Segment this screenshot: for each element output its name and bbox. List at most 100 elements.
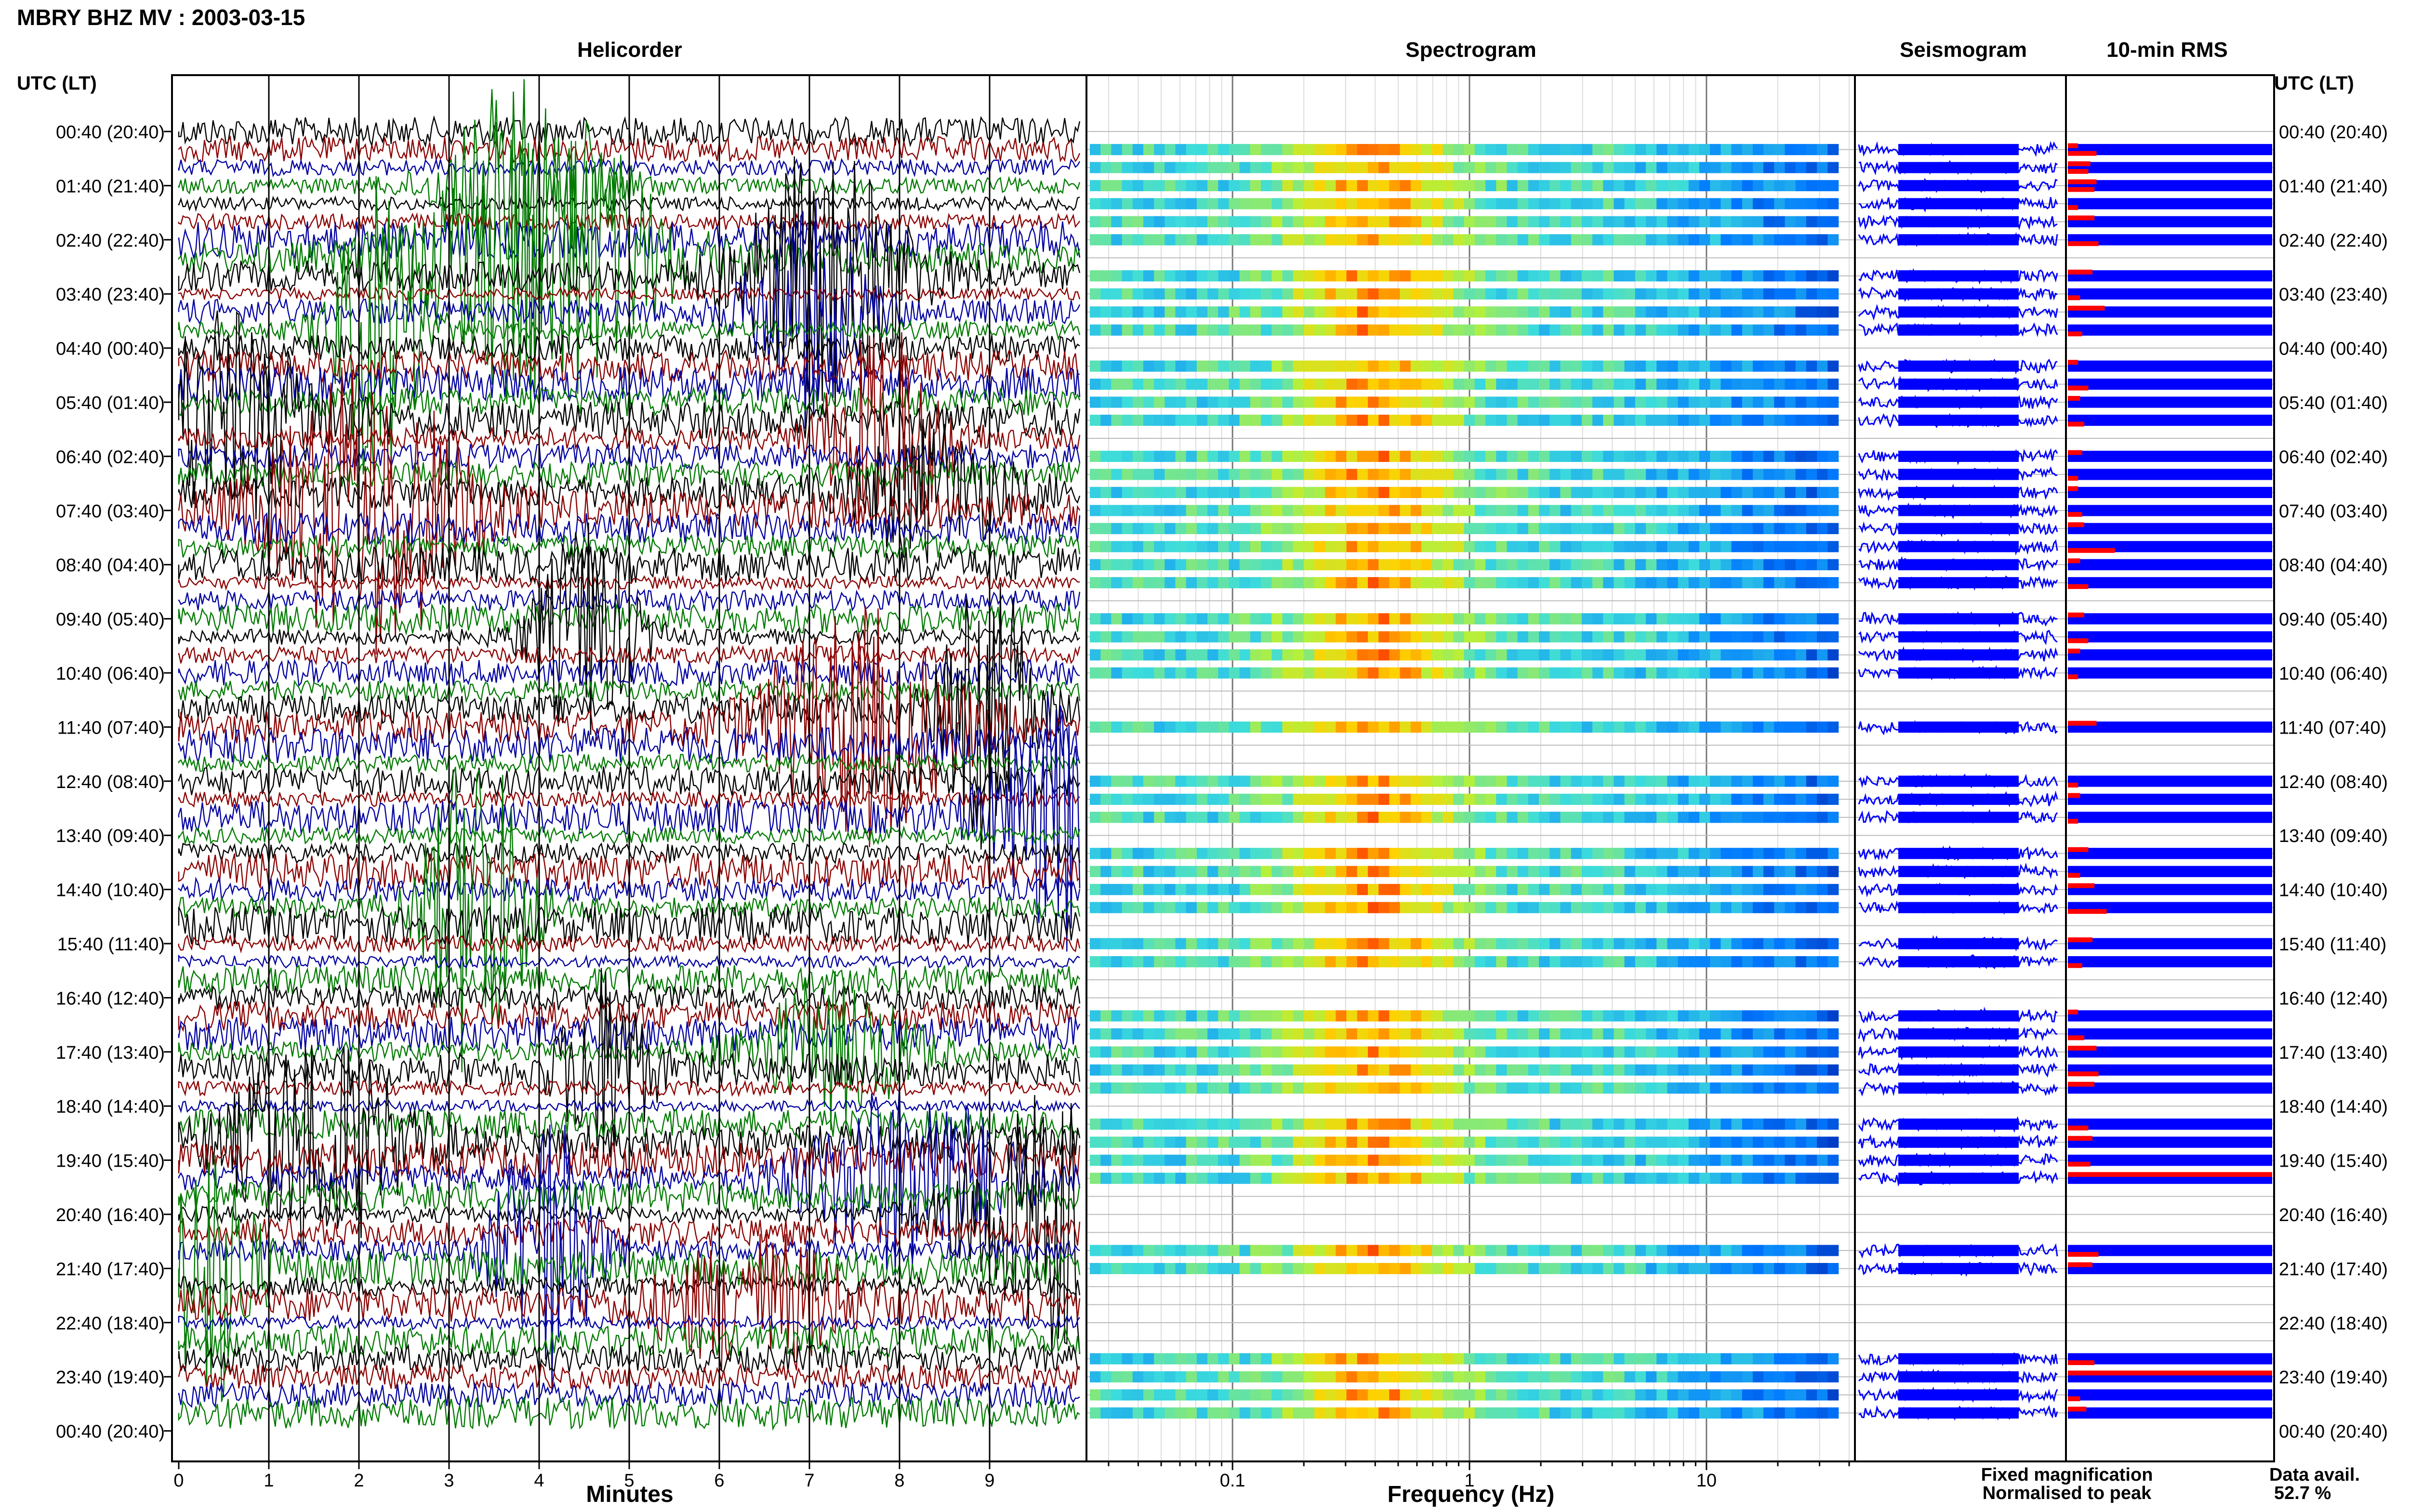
spectrogram-cell [1303, 1407, 1315, 1419]
row-label-left: 16:40 (12:40) [56, 988, 165, 1009]
spectrogram-cell [1239, 1118, 1251, 1130]
spectrogram-cell [1817, 1245, 1828, 1256]
spectrogram-cell [1090, 631, 1101, 643]
spectrogram-cell [1229, 324, 1240, 336]
seismogram-strips [1858, 141, 2058, 1421]
spectrogram-cell [1656, 1155, 1668, 1166]
spectrogram-cell [1410, 884, 1422, 895]
spectrogram-cell [1346, 667, 1358, 679]
spectrogram-strip [1090, 1010, 1839, 1022]
spectrogram-cell [1325, 649, 1337, 661]
spectrogram-cell [1229, 306, 1240, 318]
spectrogram-cell [1517, 848, 1529, 859]
spectrogram-cell [1207, 523, 1219, 534]
spectrogram-cell [1336, 1064, 1347, 1076]
spectrogram-cell [1100, 649, 1112, 661]
rms-normalised-bar [2068, 873, 2080, 878]
spectrogram-cell [1528, 288, 1539, 300]
rms-fixed-bar [2068, 902, 2272, 913]
spectrogram-cell [1207, 1010, 1219, 1022]
spectrogram-cell [1581, 180, 1593, 191]
spectrogram-cell [1549, 812, 1561, 823]
seismogram-fill [1898, 1245, 2019, 1256]
spectrogram-cell [1421, 306, 1432, 318]
spectrogram-cell [1624, 1010, 1636, 1022]
spectrogram-cell [1667, 324, 1679, 336]
rms-fixed-bar [2068, 938, 2272, 949]
spectrogram-cell [1443, 1371, 1454, 1382]
spectrogram-cell [1196, 523, 1208, 534]
spectrogram-cell [1111, 1263, 1123, 1275]
spectrogram-cell [1753, 559, 1764, 570]
spectrogram-cell [1485, 486, 1497, 498]
spectrogram-strip [1090, 216, 1839, 227]
spectrogram-cell [1710, 1371, 1721, 1382]
spectrogram-cell [1485, 1389, 1497, 1401]
rms-fixed-bar [2068, 776, 2272, 787]
spectrogram-cell [1496, 631, 1508, 643]
spectrogram-cell [1742, 1407, 1753, 1419]
spectrogram-cell [1646, 1028, 1657, 1040]
spectrogram-cell [1549, 379, 1561, 390]
spectrogram-cell [1571, 523, 1582, 534]
seismogram-fill [1898, 776, 2019, 787]
spectrogram-cell [1250, 721, 1261, 733]
spectrogram-cell [1271, 721, 1283, 733]
spectrogram-cell [1549, 469, 1561, 480]
spectrogram-cell [1507, 1353, 1518, 1365]
spectrogram-cell [1410, 667, 1422, 679]
spectrogram-cell [1132, 721, 1144, 733]
spectrogram-strip [1090, 559, 1839, 570]
spectrogram-cell [1421, 577, 1432, 589]
spectrogram-cell [1314, 866, 1325, 877]
rms-normalised-bar [2068, 584, 2089, 589]
spectrogram-cell [1656, 793, 1668, 805]
spectrogram-cell [1656, 848, 1668, 859]
spectrogram-cell [1539, 793, 1550, 805]
spectrogram-cell [1090, 288, 1101, 300]
spectrogram-cell [1699, 523, 1710, 534]
spectrogram-cell [1517, 938, 1529, 949]
spectrogram-cell [1464, 793, 1475, 805]
spectrogram-cell [1400, 1028, 1411, 1040]
spectrogram-cell [1132, 667, 1144, 679]
spectrogram-cell [1806, 450, 1817, 462]
spectrogram-cell [1507, 1407, 1518, 1419]
spectrogram-cell [1517, 1118, 1529, 1130]
spectrogram-cell [1549, 523, 1561, 534]
spectrogram-cell [1806, 270, 1817, 282]
spectrogram-cell [1742, 523, 1753, 534]
rms-normalised-bar [2068, 385, 2089, 391]
spectrogram-cell [1165, 1010, 1176, 1022]
spectrogram-cell [1293, 1010, 1304, 1022]
spectrogram-cell [1464, 1353, 1475, 1365]
spectrogram-cell [1603, 884, 1615, 895]
spectrogram-cell [1378, 288, 1390, 300]
spectrogram-cell [1261, 523, 1272, 534]
spectrogram-cell [1678, 450, 1689, 462]
row-label-right: 14:40 (10:40) [2279, 881, 2388, 901]
spectrogram-cell [1229, 1028, 1240, 1040]
helicorder-trace-line [178, 286, 1081, 302]
spectrogram-cell [1539, 379, 1550, 390]
spectrogram-cell [1678, 1245, 1689, 1256]
spectrogram-cell [1485, 1155, 1497, 1166]
spectrogram-cell [1293, 198, 1304, 210]
spectrogram-cell [1539, 848, 1550, 859]
spectrogram-cell [1710, 577, 1721, 589]
spectrogram-cell [1154, 469, 1165, 480]
spectrogram-cell [1218, 1010, 1230, 1022]
spectrogram-cell [1271, 1082, 1283, 1094]
spectrogram-cell [1218, 1353, 1230, 1365]
spectrogram-cell [1517, 541, 1529, 552]
spectrogram-cell [1688, 162, 1700, 173]
spectrogram-cell [1111, 631, 1123, 643]
spectrogram-cell [1111, 216, 1123, 227]
spectrogram-cell [1507, 1389, 1518, 1401]
spectrogram-cell [1111, 180, 1123, 191]
spectrogram-cell [1111, 1172, 1123, 1184]
spectrogram-cell [1207, 379, 1219, 390]
spectrogram-cell [1303, 450, 1315, 462]
spectrogram-cell [1603, 1155, 1615, 1166]
spectrogram-cell [1400, 450, 1411, 462]
